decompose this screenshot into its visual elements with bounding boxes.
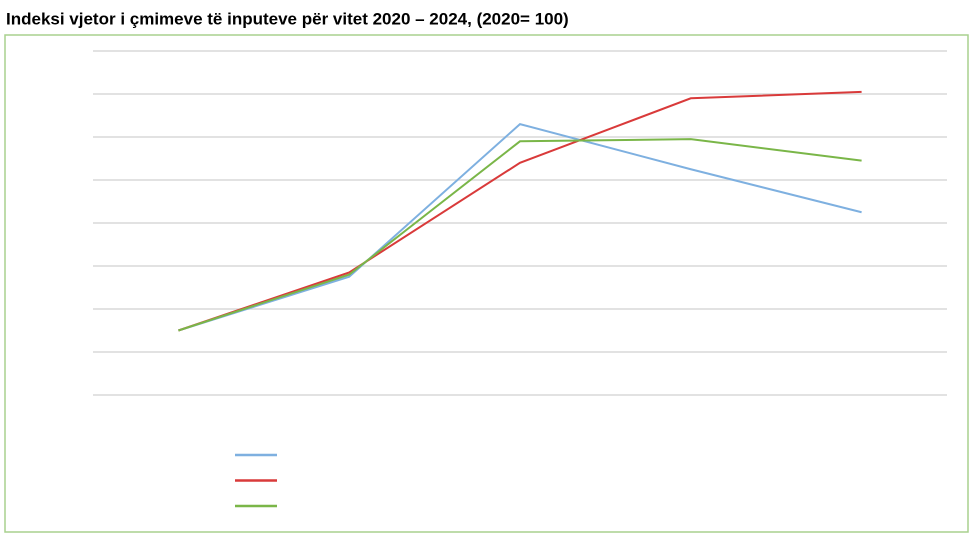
- series-line: [178, 138, 862, 332]
- chart-title: Indeksi vjetor i çmimeve të inputeve për…: [6, 9, 569, 28]
- series-line: [178, 90, 862, 332]
- series-line: [178, 122, 862, 332]
- chart-frame: [4, 34, 969, 533]
